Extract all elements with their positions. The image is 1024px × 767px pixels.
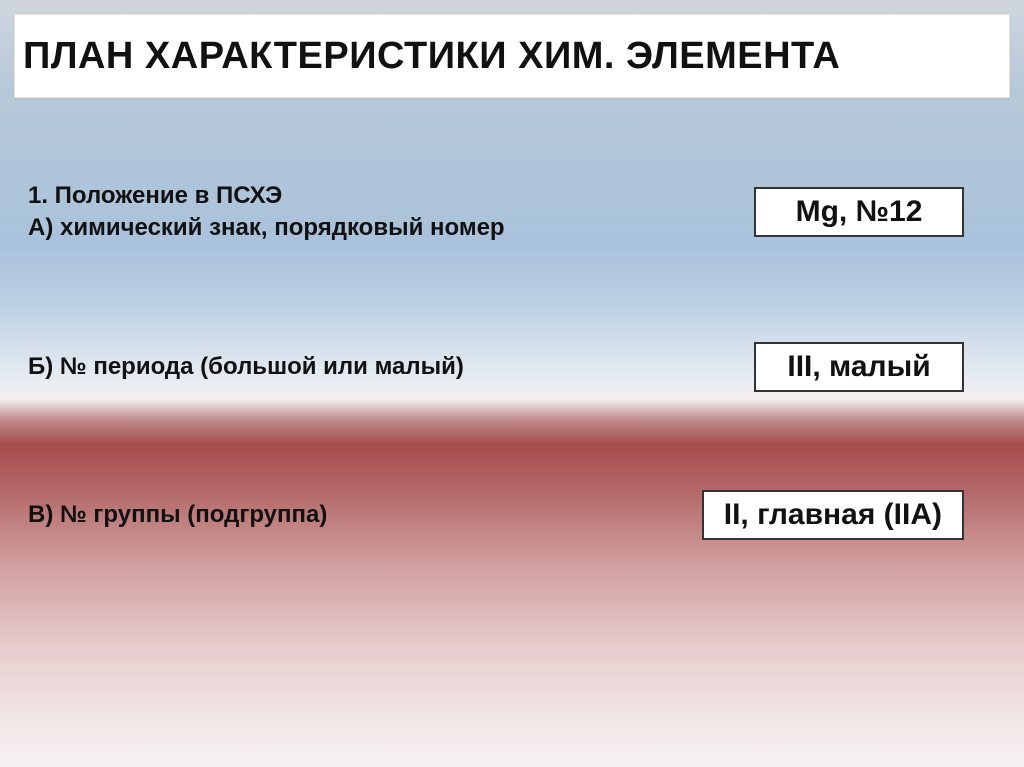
row-2-label-line1: Б) № периода (большой или малый) [28, 351, 464, 383]
slide-title: ПЛАН ХАРАКТЕРИСТИКИ ХИМ. ЭЛЕМЕНТА [23, 35, 840, 78]
slide: ПЛАН ХАРАКТЕРИСТИКИ ХИМ. ЭЛЕМЕНТА 1. Пол… [0, 0, 1024, 767]
row-3-label-line1: В) № группы (подгруппа) [28, 499, 327, 531]
row-1-answer: Mg, №12 [754, 187, 964, 237]
row-1-label-line2: А) химический знак, порядковый номер [28, 212, 505, 244]
row-1-label: 1. Положение в ПСХЭ А) химический знак, … [28, 180, 505, 245]
row-1-label-line1: 1. Положение в ПСХЭ [28, 180, 505, 212]
row-2: Б) № периода (большой или малый) III, ма… [0, 342, 1024, 392]
title-bar: ПЛАН ХАРАКТЕРИСТИКИ ХИМ. ЭЛЕМЕНТА [14, 14, 1010, 98]
row-2-label: Б) № периода (большой или малый) [28, 351, 464, 383]
row-2-answer: III, малый [754, 342, 964, 392]
row-3: В) № группы (подгруппа) II, главная (IIА… [0, 490, 1024, 540]
row-1: 1. Положение в ПСХЭ А) химический знак, … [0, 180, 1024, 245]
row-3-answer: II, главная (IIА) [702, 490, 964, 540]
row-3-label: В) № группы (подгруппа) [28, 499, 327, 531]
